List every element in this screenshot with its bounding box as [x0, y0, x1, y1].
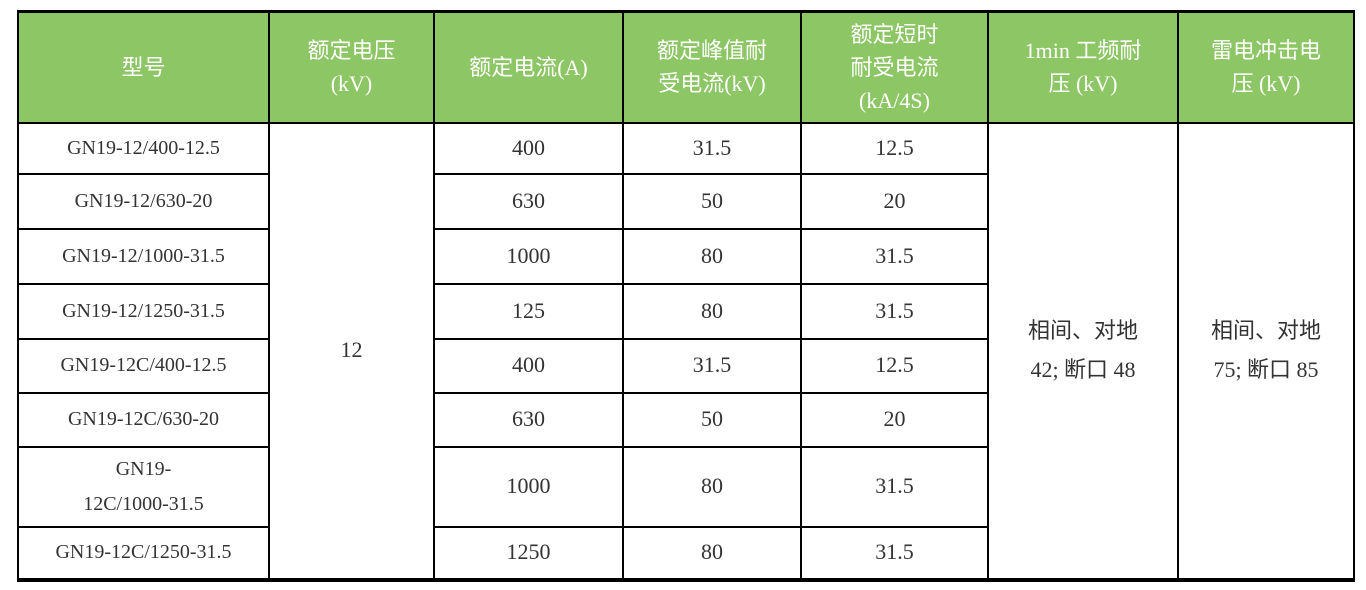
peak-cell: 80	[622, 227, 802, 285]
peak-cell: 80	[622, 445, 802, 528]
table-row: GN19-12/630-20 630 50 20	[17, 172, 1354, 230]
table-header: 型号 额定电压 (kV) 额定电流(A) 额定峰值耐 受电流(kV) 额定短时 …	[17, 10, 1355, 124]
short-time-cell: 12.5	[800, 337, 989, 394]
col-header-lightning-impulse: 雷电冲击电 压 (kV)	[1177, 10, 1355, 124]
current-cell: 1250	[433, 525, 624, 581]
short-time-cell: 12.5	[800, 121, 989, 175]
short-time-cell: 20	[800, 391, 989, 448]
col-header-power-frequency: 1min 工频耐 压 (kV)	[987, 10, 1179, 124]
peak-cell: 50	[622, 391, 802, 448]
peak-cell: 80	[622, 525, 802, 581]
power-frequency-cell: 相间、对地 42; 断口 48	[987, 121, 1179, 581]
short-time-cell: 31.5	[800, 445, 989, 528]
short-time-cell: 31.5	[800, 227, 989, 285]
table-row: GN19-12/1250-31.5 125 80 31.5	[17, 282, 1354, 340]
lightning-impulse-cell: 相间、对地 75; 断口 85	[1177, 121, 1355, 581]
col-header-rated-current: 额定电流(A)	[433, 10, 624, 124]
current-cell: 125	[433, 282, 624, 340]
short-time-cell: 20	[800, 172, 989, 230]
model-cell: GN19-12/1250-31.5	[17, 282, 270, 340]
short-time-cell: 31.5	[800, 525, 989, 581]
table-row: GN19-12C/1250-31.5 1250 80 31.5	[17, 525, 1354, 581]
model-cell: GN19-12C/1250-31.5	[17, 525, 270, 581]
model-cell: GN19-12/1000-31.5	[17, 227, 270, 285]
model-cell: GN19-12C/630-20	[17, 391, 270, 448]
peak-cell: 31.5	[622, 337, 802, 394]
model-cell: GN19-12C/400-12.5	[17, 337, 270, 394]
table-row: GN19-12C/630-20 630 50 20	[17, 391, 1354, 448]
current-cell: 1000	[433, 445, 624, 528]
table-body: GN19-12/400-12.5 12 400 31.5 12.5 相间、对地 …	[17, 121, 1355, 581]
current-cell: 630	[433, 391, 624, 448]
col-header-rated-voltage: 额定电压 (kV)	[268, 10, 435, 124]
col-header-peak-withstand: 额定峰值耐 受电流(kV)	[622, 10, 802, 124]
current-cell: 630	[433, 172, 624, 230]
peak-cell: 31.5	[622, 121, 802, 175]
col-header-short-time: 额定短时 耐受电流 (kA/4S)	[800, 10, 989, 124]
header-row: 型号 额定电压 (kV) 额定电流(A) 额定峰值耐 受电流(kV) 额定短时 …	[17, 10, 1355, 124]
current-cell: 400	[433, 121, 624, 175]
model-cell: GN19-12/630-20	[17, 172, 270, 230]
table-row: GN19-12/400-12.5 12 400 31.5 12.5 相间、对地 …	[17, 121, 1355, 581]
spec-table: 型号 额定电压 (kV) 额定电流(A) 额定峰值耐 受电流(kV) 额定短时 …	[17, 10, 1355, 582]
rated-voltage-cell: 12	[268, 121, 435, 581]
peak-cell: 50	[622, 172, 802, 230]
table-row: GN19-12/1000-31.5 1000 80 31.5	[17, 227, 1354, 285]
col-header-model: 型号	[17, 10, 270, 124]
current-cell: 400	[433, 337, 624, 394]
peak-cell: 80	[622, 282, 802, 340]
table-row: GN19-12C/400-12.5 400 31.5 12.5	[17, 337, 1354, 394]
model-cell: GN19- 12C/1000-31.5	[17, 445, 270, 528]
table-row: GN19- 12C/1000-31.5 1000 80 31.5	[17, 445, 1354, 528]
current-cell: 1000	[433, 227, 624, 285]
short-time-cell: 31.5	[800, 282, 989, 340]
model-cell: GN19-12/400-12.5	[17, 121, 270, 175]
